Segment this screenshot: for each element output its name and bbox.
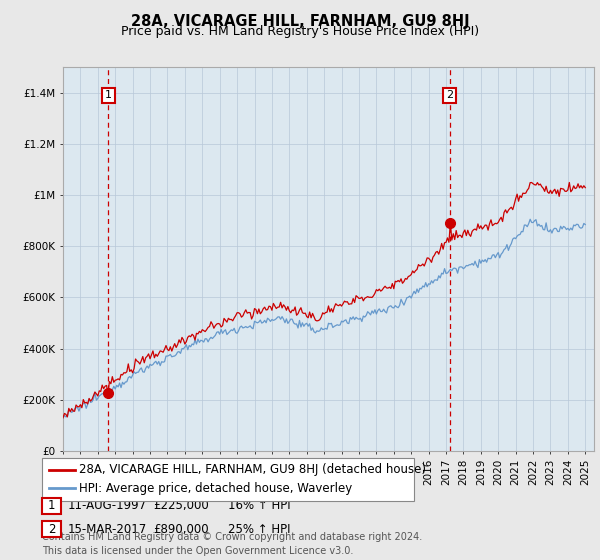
Text: 1: 1 xyxy=(48,499,55,512)
Text: 16% ↑ HPI: 16% ↑ HPI xyxy=(228,499,290,512)
Text: 2: 2 xyxy=(48,522,55,536)
Text: 11-AUG-1997: 11-AUG-1997 xyxy=(67,499,146,512)
Text: 1: 1 xyxy=(105,90,112,100)
Text: HPI: Average price, detached house, Waverley: HPI: Average price, detached house, Wave… xyxy=(79,482,352,495)
Text: £225,000: £225,000 xyxy=(153,499,209,512)
Text: 25% ↑ HPI: 25% ↑ HPI xyxy=(228,522,290,536)
Text: £890,000: £890,000 xyxy=(153,522,209,536)
Text: Contains HM Land Registry data © Crown copyright and database right 2024.
This d: Contains HM Land Registry data © Crown c… xyxy=(42,533,422,556)
Text: 28A, VICARAGE HILL, FARNHAM, GU9 8HJ (detached house): 28A, VICARAGE HILL, FARNHAM, GU9 8HJ (de… xyxy=(79,463,426,477)
Text: 15-MAR-2017: 15-MAR-2017 xyxy=(67,522,146,536)
Text: 2: 2 xyxy=(446,90,453,100)
Text: 28A, VICARAGE HILL, FARNHAM, GU9 8HJ: 28A, VICARAGE HILL, FARNHAM, GU9 8HJ xyxy=(131,14,469,29)
Text: Price paid vs. HM Land Registry's House Price Index (HPI): Price paid vs. HM Land Registry's House … xyxy=(121,25,479,38)
